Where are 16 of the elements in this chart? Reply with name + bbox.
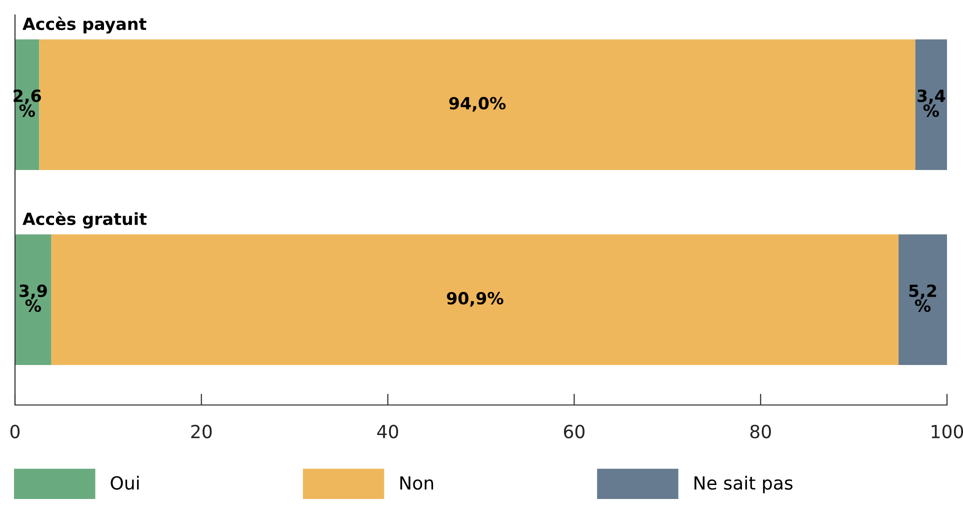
data-label: 5,2% [909,284,936,312]
legend-label: Oui [110,476,139,490]
x-tick-label: 80 [750,424,771,438]
data-label: 94,0% [449,96,506,112]
data-label: 3,9% [20,284,47,312]
x-tick-label: 100 [932,424,963,438]
x-tick-label: 0 [10,424,20,438]
x-tick-label: 60 [564,424,584,438]
x-tick-label: 20 [191,424,212,438]
x-tick-label: 40 [377,424,398,438]
data-label: 3,4% [918,89,946,117]
legend-label: Non [400,476,434,490]
data-label: 90,9% [446,292,504,307]
y-tick-label: Accès payant [22,16,146,34]
legend-label: Ne sait pas [694,476,792,494]
y-tick-label: Accès gratuit [22,212,147,229]
